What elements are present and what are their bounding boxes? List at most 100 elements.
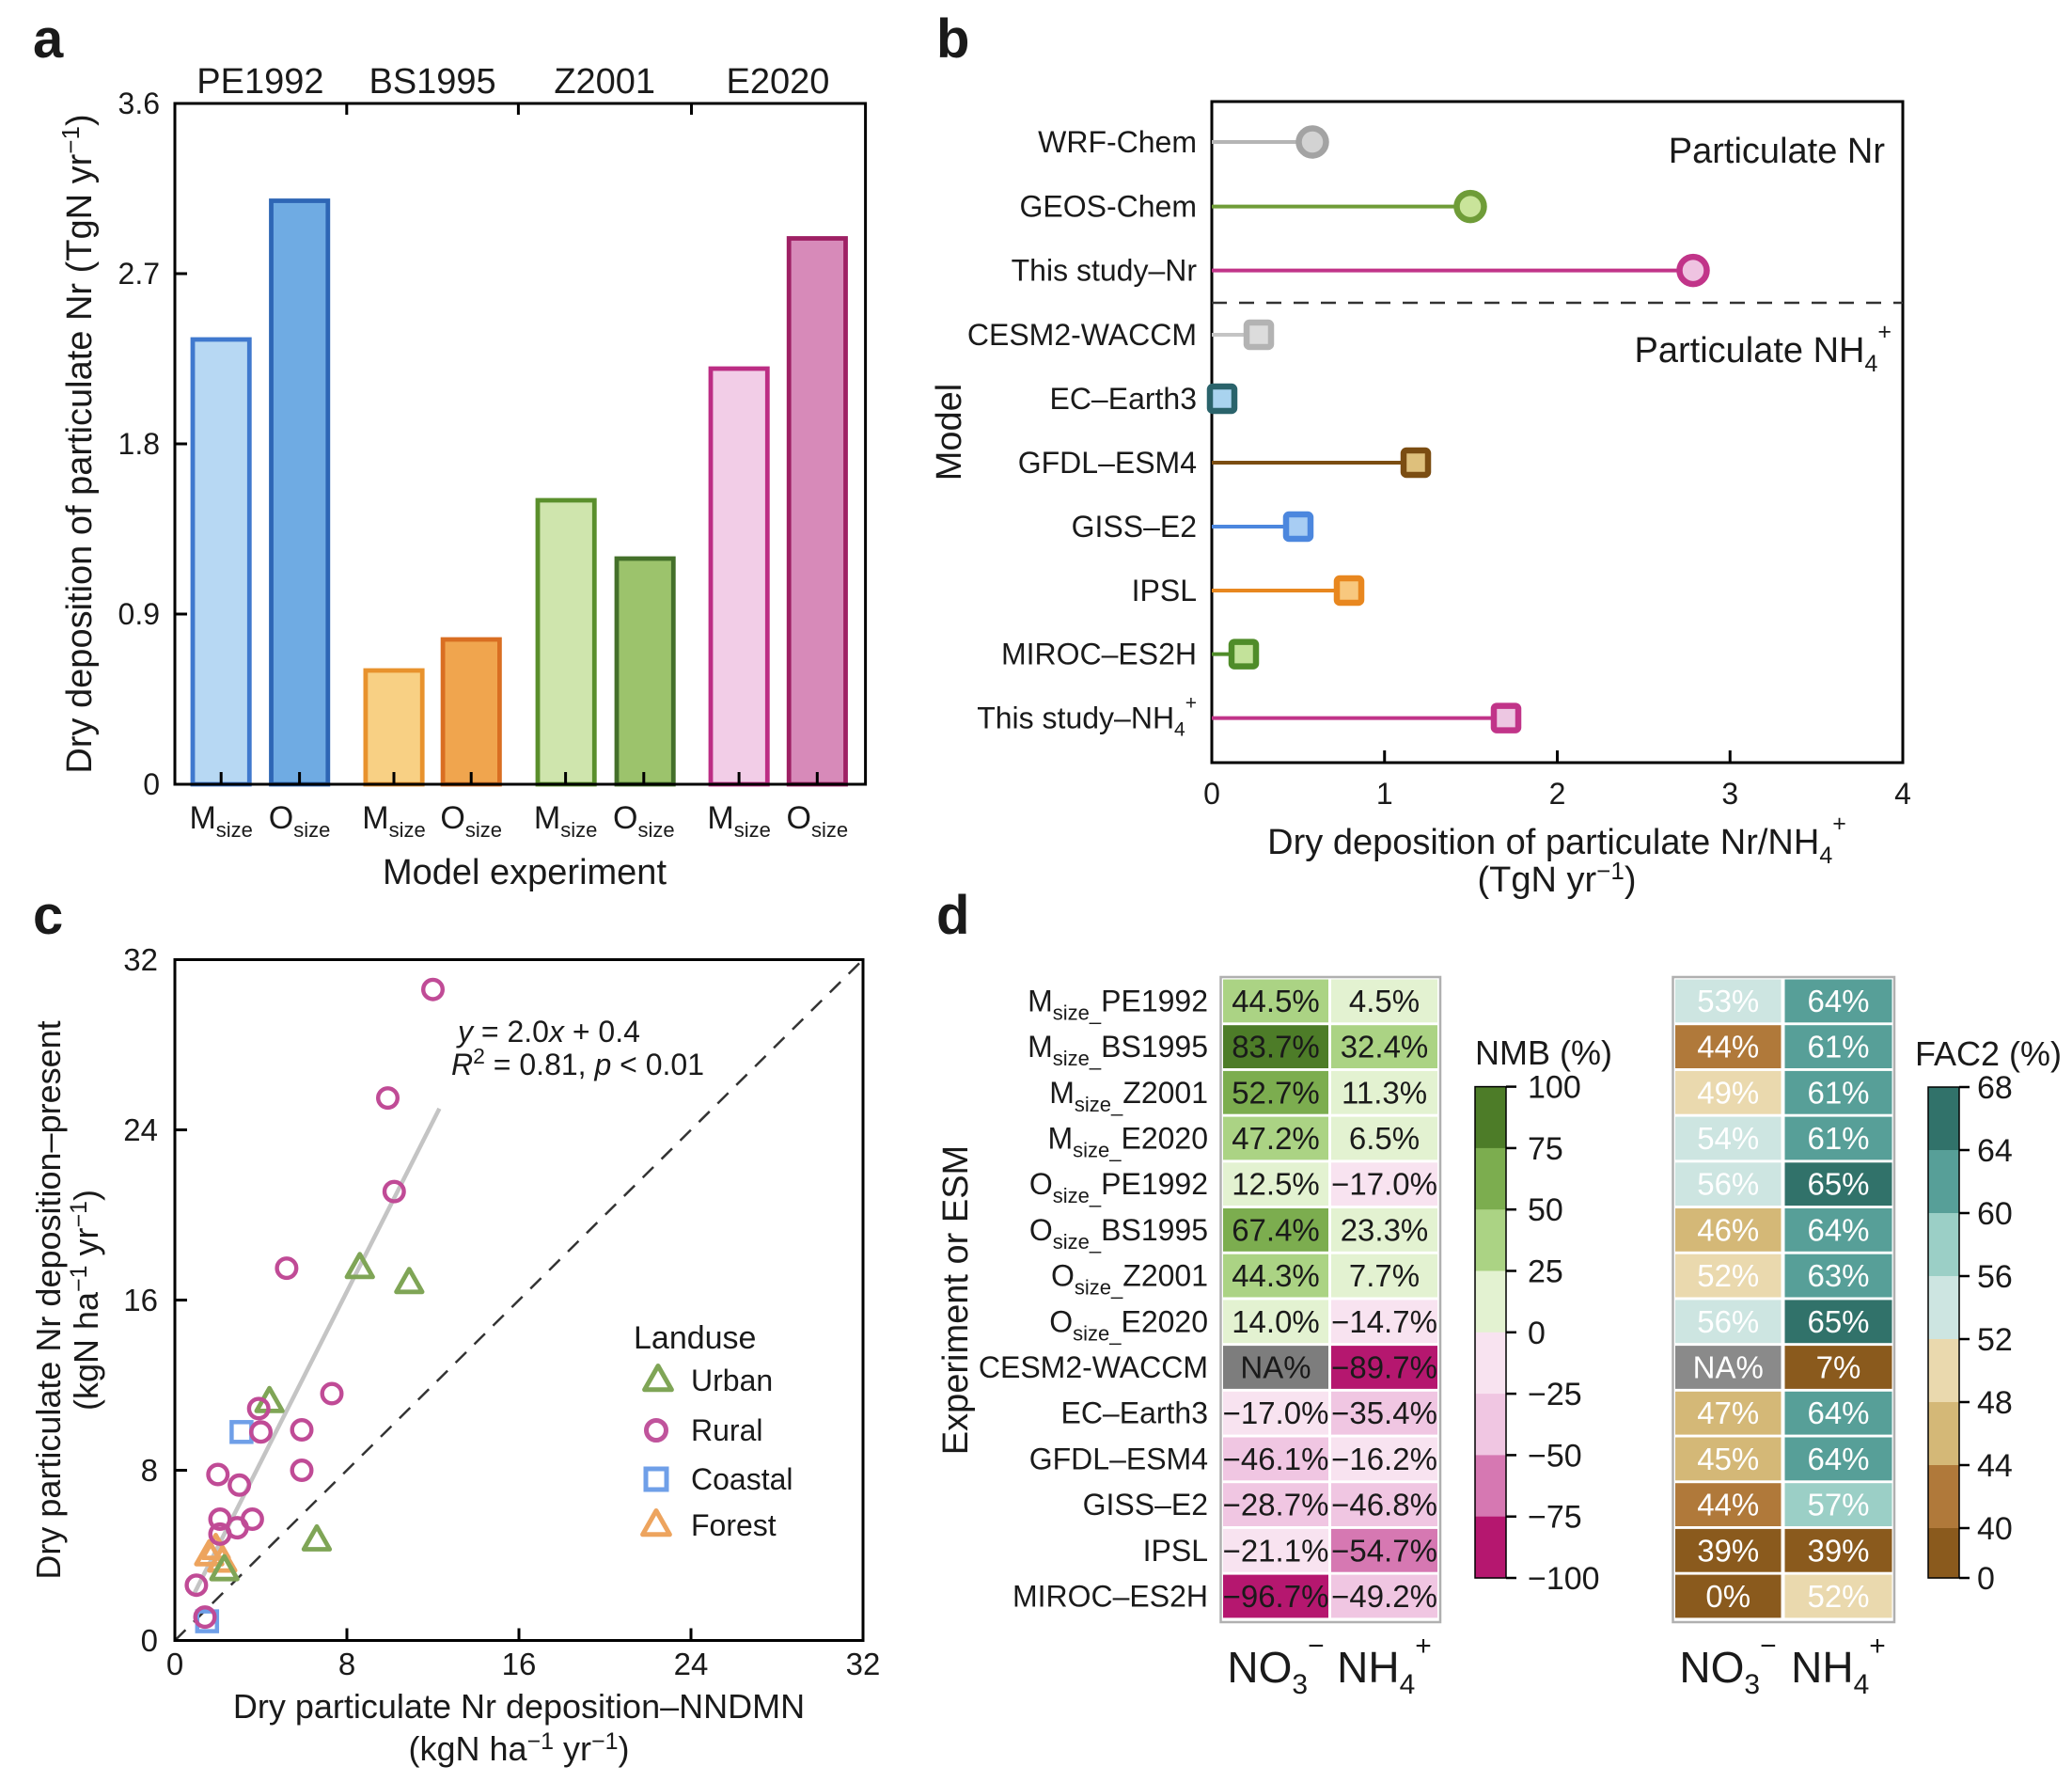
svg-text:40: 40 <box>1977 1511 2013 1547</box>
svg-text:0: 0 <box>141 1623 158 1658</box>
svg-text:39%: 39% <box>1697 1533 1759 1568</box>
svg-text:FAC2 (%): FAC2 (%) <box>1915 1034 2062 1073</box>
svg-text:Model experiment: Model experiment <box>383 853 667 892</box>
svg-text:4.5%: 4.5% <box>1349 984 1420 1018</box>
svg-text:16: 16 <box>123 1283 158 1317</box>
svg-text:44%: 44% <box>1697 1030 1759 1064</box>
svg-text:−16.2%: −16.2% <box>1331 1442 1437 1476</box>
svg-text:Urban: Urban <box>691 1364 773 1397</box>
svg-text:48: 48 <box>1977 1385 2013 1421</box>
svg-text:61%: 61% <box>1807 1121 1869 1156</box>
svg-text:−17.0%: −17.0% <box>1223 1396 1329 1430</box>
svg-text:23.3%: 23.3% <box>1341 1212 1429 1247</box>
svg-text:GEOS-Chem: GEOS-Chem <box>1020 190 1197 224</box>
svg-text:EC–Earth3: EC–Earth3 <box>1049 382 1197 416</box>
svg-text:R2 = 0.81, p < 0.01: R2 = 0.81, p < 0.01 <box>451 1044 704 1081</box>
svg-text:11.3%: 11.3% <box>1342 1075 1427 1110</box>
svg-text:6.5%: 6.5% <box>1349 1121 1420 1156</box>
svg-text:−14.7%: −14.7% <box>1331 1304 1437 1339</box>
svg-text:−17.0%: −17.0% <box>1331 1167 1437 1202</box>
svg-text:Dry deposition of particulate: Dry deposition of particulate Nr (TgN yr… <box>56 114 100 773</box>
svg-text:56%: 56% <box>1697 1304 1759 1339</box>
svg-text:0.9: 0.9 <box>118 597 160 631</box>
svg-text:3: 3 <box>1721 777 1738 811</box>
svg-text:32: 32 <box>846 1647 881 1681</box>
svg-text:MIROC–ES2H: MIROC–ES2H <box>1012 1580 1208 1614</box>
svg-text:54%: 54% <box>1697 1121 1759 1156</box>
svg-text:This study–Nr: This study–Nr <box>1012 254 1198 288</box>
svg-text:2: 2 <box>1549 777 1566 811</box>
svg-text:GISS–E2: GISS–E2 <box>1072 510 1197 544</box>
svg-text:Dry particulate Nr deposition–: Dry particulate Nr deposition–NNDMN <box>233 1687 805 1726</box>
svg-text:63%: 63% <box>1807 1258 1869 1293</box>
svg-text:53%: 53% <box>1697 984 1759 1018</box>
svg-text:2.7: 2.7 <box>118 257 160 291</box>
svg-text:This study–NH4+: This study–NH4+ <box>977 693 1197 741</box>
svg-text:52.7%: 52.7% <box>1232 1075 1320 1110</box>
svg-text:52: 52 <box>1977 1322 2013 1358</box>
svg-text:83.7%: 83.7% <box>1232 1030 1320 1064</box>
svg-text:0: 0 <box>1528 1316 1546 1351</box>
svg-text:Experiment or ESM: Experiment or ESM <box>936 1145 976 1455</box>
svg-text:Rural: Rural <box>691 1413 762 1447</box>
svg-text:32.4%: 32.4% <box>1341 1030 1429 1064</box>
svg-text:GFDL–ESM4: GFDL–ESM4 <box>1029 1442 1208 1475</box>
svg-text:14.0%: 14.0% <box>1232 1304 1320 1339</box>
svg-text:−21.1%: −21.1% <box>1223 1533 1329 1568</box>
svg-text:−46.8%: −46.8% <box>1331 1488 1437 1522</box>
svg-text:8: 8 <box>338 1647 355 1681</box>
svg-text:EC–Earth3: EC–Earth3 <box>1060 1396 1208 1430</box>
svg-text:3.6: 3.6 <box>118 87 160 120</box>
svg-text:65%: 65% <box>1807 1304 1869 1339</box>
svg-text:−100: −100 <box>1528 1561 1600 1597</box>
svg-text:BS1995: BS1995 <box>369 62 495 102</box>
svg-text:61%: 61% <box>1807 1030 1869 1064</box>
svg-text:d: d <box>936 885 969 946</box>
svg-text:Model: Model <box>930 384 969 481</box>
svg-text:52%: 52% <box>1807 1579 1869 1614</box>
svg-text:16: 16 <box>502 1647 537 1681</box>
svg-text:−25: −25 <box>1528 1377 1582 1412</box>
svg-text:0: 0 <box>166 1647 183 1681</box>
svg-text:−89.7%: −89.7% <box>1331 1350 1437 1385</box>
svg-text:Z2001: Z2001 <box>554 62 655 102</box>
svg-text:64: 64 <box>1977 1133 2013 1169</box>
svg-text:MIROC–ES2H: MIROC–ES2H <box>1001 638 1197 671</box>
svg-text:46%: 46% <box>1697 1212 1759 1247</box>
svg-text:−35.4%: −35.4% <box>1331 1396 1437 1430</box>
svg-text:−50: −50 <box>1528 1438 1582 1474</box>
svg-text:64%: 64% <box>1807 984 1869 1018</box>
svg-text:WRF-Chem: WRF-Chem <box>1038 125 1197 159</box>
svg-text:NA%: NA% <box>1240 1350 1311 1385</box>
svg-text:67.4%: 67.4% <box>1232 1212 1320 1247</box>
svg-text:−96.7%: −96.7% <box>1223 1579 1329 1614</box>
svg-text:61%: 61% <box>1807 1075 1869 1110</box>
svg-text:4: 4 <box>1894 777 1911 811</box>
svg-text:57%: 57% <box>1807 1488 1869 1522</box>
svg-text:y = 2.0x + 0.4: y = 2.0x + 0.4 <box>456 1015 640 1049</box>
svg-text:32: 32 <box>123 942 158 977</box>
svg-text:49%: 49% <box>1697 1075 1759 1110</box>
svg-text:44: 44 <box>1977 1448 2013 1484</box>
svg-text:IPSL: IPSL <box>1132 574 1197 607</box>
svg-text:CESM2-WACCM: CESM2-WACCM <box>979 1350 1208 1384</box>
svg-text:12.5%: 12.5% <box>1232 1167 1320 1202</box>
svg-text:75: 75 <box>1528 1131 1563 1167</box>
svg-text:1: 1 <box>1376 777 1393 811</box>
svg-text:7.7%: 7.7% <box>1349 1258 1420 1293</box>
svg-text:56: 56 <box>1977 1259 2013 1295</box>
svg-text:NA%: NA% <box>1693 1350 1764 1385</box>
svg-text:52%: 52% <box>1697 1258 1759 1293</box>
svg-text:44.5%: 44.5% <box>1232 984 1320 1018</box>
svg-text:68: 68 <box>1977 1070 2013 1106</box>
svg-text:IPSL: IPSL <box>1143 1534 1208 1568</box>
svg-text:44.3%: 44.3% <box>1232 1258 1320 1293</box>
svg-text:0: 0 <box>1203 777 1220 811</box>
svg-text:60: 60 <box>1977 1196 2013 1232</box>
svg-text:64%: 64% <box>1807 1442 1869 1476</box>
svg-text:100: 100 <box>1528 1070 1581 1106</box>
svg-text:64%: 64% <box>1807 1212 1869 1247</box>
svg-text:c: c <box>33 885 63 946</box>
svg-text:NMB (%): NMB (%) <box>1475 1033 1612 1072</box>
svg-text:Coastal: Coastal <box>691 1462 793 1496</box>
